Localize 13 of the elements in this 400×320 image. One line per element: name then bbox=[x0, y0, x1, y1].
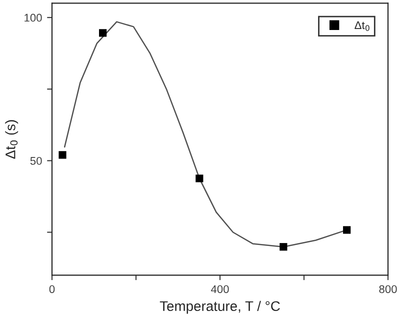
x-axis-title: Temperature, T / °C bbox=[160, 300, 280, 314]
y-tick-label: 100 bbox=[24, 14, 42, 22]
point bbox=[343, 226, 351, 234]
x-tick-label: 0 bbox=[49, 285, 55, 294]
y-axis-title: Δt$_{0}$ (s) bbox=[5, 120, 18, 159]
point bbox=[58, 151, 66, 159]
point bbox=[99, 29, 107, 37]
point bbox=[196, 174, 204, 182]
x-tick-label: 400 bbox=[210, 285, 229, 294]
x-tick-label: 800 bbox=[379, 285, 397, 294]
y-tick-label: 50 bbox=[30, 156, 42, 165]
point bbox=[280, 243, 288, 251]
legend-label: Δt$_{0}$ bbox=[354, 21, 370, 31]
